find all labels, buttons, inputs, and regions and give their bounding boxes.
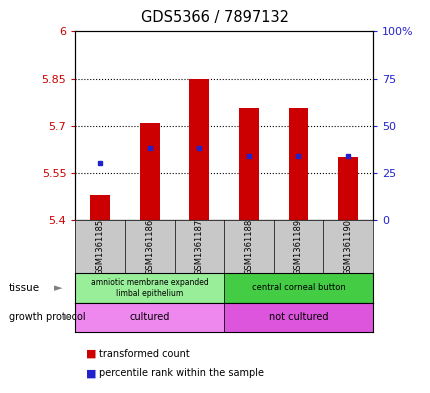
Text: GSM1361185: GSM1361185	[95, 219, 104, 275]
Text: GSM1361188: GSM1361188	[244, 219, 253, 275]
Text: GSM1361186: GSM1361186	[145, 219, 154, 275]
Text: ■: ■	[86, 368, 96, 378]
Text: amniotic membrane expanded
limbal epithelium: amniotic membrane expanded limbal epithe…	[91, 278, 208, 298]
Text: tissue: tissue	[9, 283, 40, 293]
Text: percentile rank within the sample: percentile rank within the sample	[99, 368, 264, 378]
Text: ►: ►	[54, 283, 62, 293]
Text: cultured: cultured	[129, 312, 169, 322]
Bar	[224, 273, 372, 303]
Bar	[189, 79, 209, 220]
Text: ►: ►	[62, 312, 71, 322]
Text: not cultured: not cultured	[268, 312, 328, 322]
Bar	[224, 303, 372, 332]
Bar	[90, 195, 110, 220]
Bar	[75, 273, 224, 303]
Text: GDS5366 / 7897132: GDS5366 / 7897132	[141, 10, 289, 25]
Text: GSM1361190: GSM1361190	[343, 219, 352, 275]
Bar	[337, 157, 357, 220]
Bar	[288, 108, 308, 220]
Text: GSM1361187: GSM1361187	[194, 219, 203, 275]
Text: ■: ■	[86, 349, 96, 359]
Text: growth protocol: growth protocol	[9, 312, 85, 322]
Text: central corneal button: central corneal button	[251, 283, 344, 292]
Bar	[139, 123, 159, 220]
Text: transformed count: transformed count	[99, 349, 190, 359]
Bar	[75, 303, 224, 332]
Text: GSM1361189: GSM1361189	[293, 219, 302, 275]
Bar	[238, 108, 258, 220]
